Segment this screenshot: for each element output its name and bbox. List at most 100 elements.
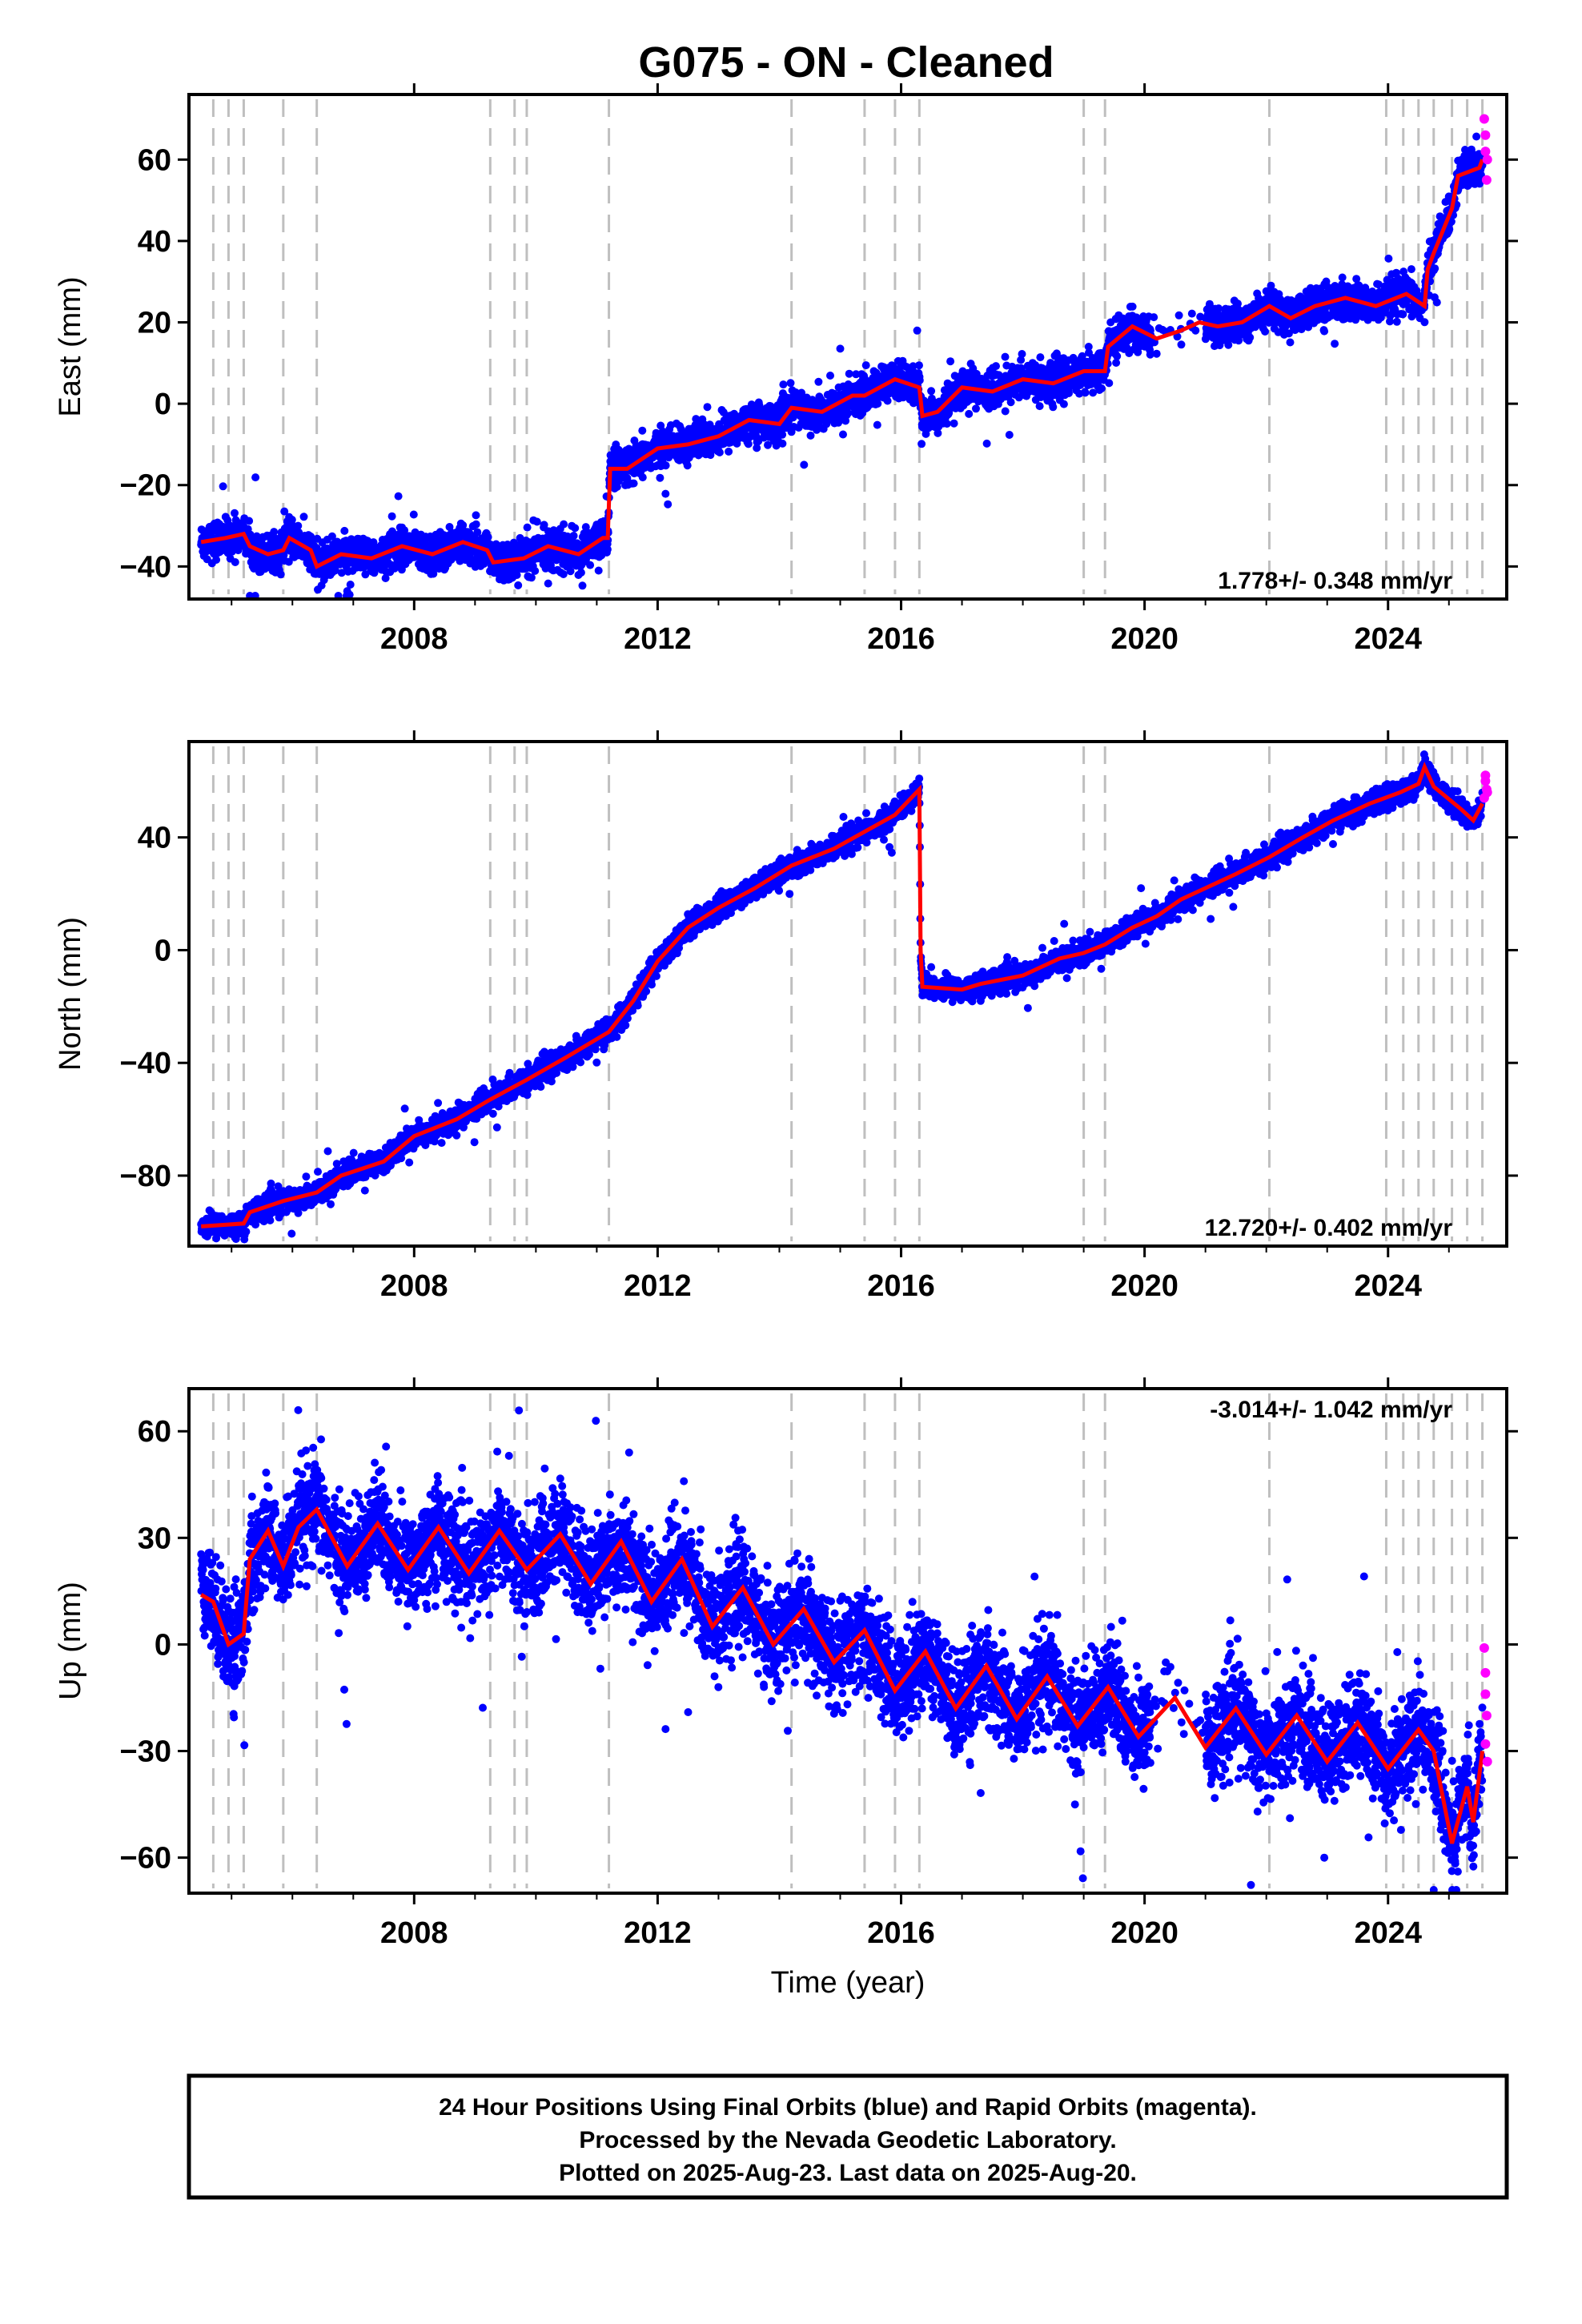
data-point <box>786 379 795 388</box>
data-point <box>340 526 349 535</box>
data-point <box>331 566 339 575</box>
data-point <box>1150 313 1158 322</box>
data-point <box>472 511 480 520</box>
data-point <box>1049 403 1058 412</box>
data-point <box>251 473 260 482</box>
data-point <box>1261 328 1270 336</box>
data-point <box>1246 333 1255 342</box>
data-point <box>1006 398 1015 407</box>
data-point <box>531 566 540 575</box>
data-point <box>346 581 355 589</box>
data-point <box>1065 389 1073 397</box>
data-point <box>915 376 924 384</box>
data-point <box>725 447 733 456</box>
data-point <box>231 509 239 517</box>
data-point <box>231 558 239 566</box>
data-point <box>245 517 254 525</box>
data-point <box>560 520 568 529</box>
data-point <box>913 326 921 335</box>
data-point <box>861 361 870 370</box>
data-point <box>826 372 834 380</box>
data-point <box>252 534 261 543</box>
data-point <box>845 369 853 378</box>
data-point <box>800 460 809 469</box>
data-point <box>1001 352 1010 361</box>
data-point <box>523 523 532 532</box>
data-point <box>703 403 712 412</box>
data-point <box>814 377 823 386</box>
data-point <box>1105 379 1114 388</box>
data-point <box>280 507 289 516</box>
data-point <box>514 581 523 589</box>
data-point <box>1113 352 1122 360</box>
data-point <box>1286 338 1295 347</box>
data-point <box>387 512 396 521</box>
data-point <box>883 396 892 405</box>
data-point <box>532 517 541 526</box>
data-point <box>638 426 647 435</box>
data-point <box>578 581 587 590</box>
data-point <box>629 479 638 488</box>
data-point <box>270 528 279 537</box>
chart-title: G075 - ON - Cleaned <box>638 38 1054 86</box>
data-point <box>927 387 936 396</box>
data-point <box>1174 311 1183 320</box>
data-point <box>544 579 552 588</box>
east-scatter-points <box>197 132 1487 600</box>
data-point <box>1098 384 1106 392</box>
data-point <box>972 404 980 413</box>
data-point <box>778 439 787 448</box>
data-point <box>992 362 1000 371</box>
data-point <box>294 521 303 530</box>
data-point <box>276 570 285 579</box>
data-point <box>603 545 612 553</box>
data-point <box>1152 349 1161 358</box>
data-point <box>1128 302 1137 311</box>
data-point <box>576 569 585 577</box>
data-point <box>661 489 670 498</box>
data-point <box>715 448 724 456</box>
data-point <box>409 510 418 519</box>
data-point <box>394 492 403 501</box>
data-point <box>1035 402 1044 411</box>
data-point <box>1191 326 1200 335</box>
data-point <box>778 430 787 439</box>
data-point <box>484 533 492 541</box>
data-point <box>915 361 923 370</box>
data-point <box>594 566 603 575</box>
data-point <box>656 473 665 482</box>
data-point <box>836 344 845 353</box>
data-point <box>569 532 578 540</box>
data-point <box>299 513 308 521</box>
data-point <box>559 570 568 578</box>
data-point <box>873 420 881 429</box>
data-point <box>1187 309 1196 318</box>
data-point <box>219 482 227 491</box>
data-point <box>946 357 955 366</box>
data-point <box>586 561 595 569</box>
data-point <box>1005 431 1014 439</box>
data-point <box>965 409 974 418</box>
data-point <box>571 524 580 533</box>
data-point <box>982 439 991 448</box>
data-point <box>917 440 926 448</box>
data-point <box>661 461 670 470</box>
data-point <box>212 556 221 564</box>
data-point <box>638 473 647 482</box>
data-point <box>1036 353 1045 362</box>
east-event-lines <box>211 99 1484 594</box>
data-point <box>950 419 958 428</box>
data-point <box>1177 340 1186 349</box>
data-point <box>942 420 951 428</box>
data-point <box>1081 388 1090 397</box>
data-point <box>1001 407 1010 416</box>
data-point <box>806 431 815 440</box>
data-point <box>1059 400 1068 408</box>
data-point <box>472 520 480 529</box>
data-point <box>1018 350 1026 358</box>
data-point <box>839 430 847 439</box>
data-point <box>664 500 673 509</box>
data-point <box>779 380 788 389</box>
